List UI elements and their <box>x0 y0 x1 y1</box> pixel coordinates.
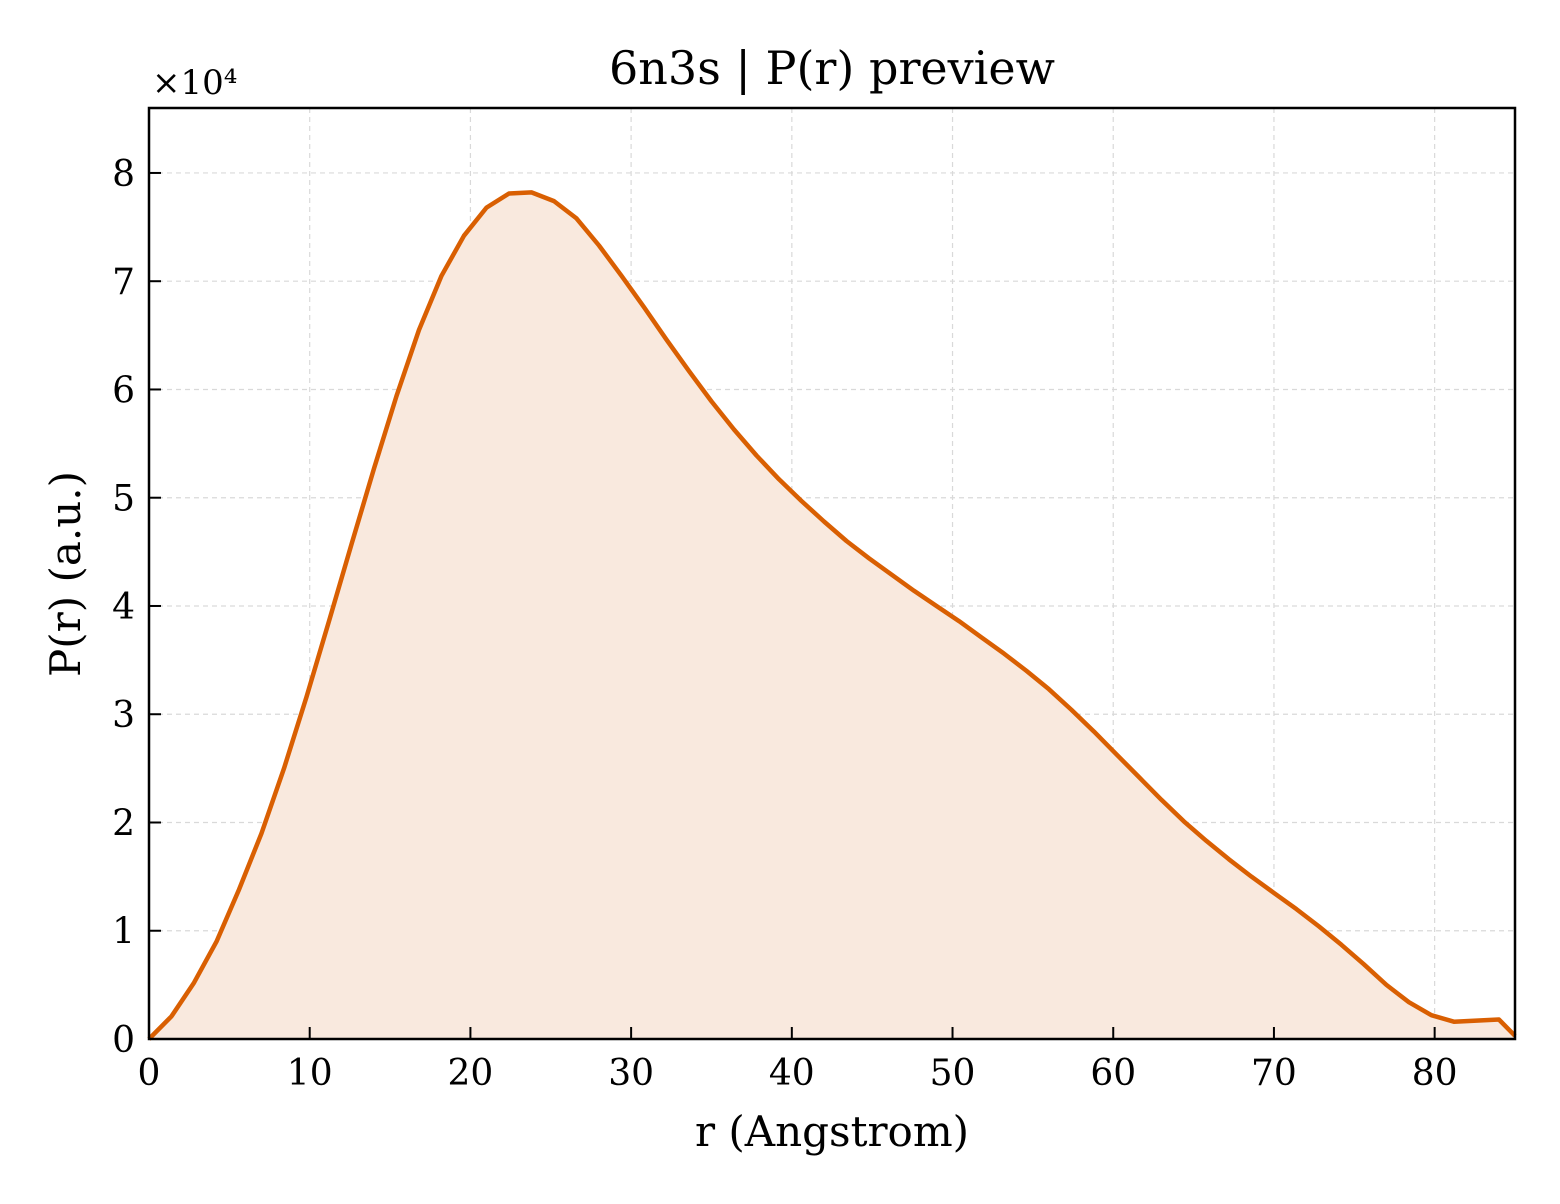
x-tick-label: 20 <box>448 1053 494 1094</box>
x-tick-label: 50 <box>930 1053 976 1094</box>
y-tick-label: 0 <box>112 1020 135 1061</box>
plot-frame <box>147 106 1517 1041</box>
area-fill <box>149 192 1515 1039</box>
x-axis-ticks: 0 10 20 30 40 50 60 70 80 <box>138 1027 1458 1094</box>
x-tick-label: 0 <box>138 1053 161 1094</box>
chart-title: 6n3s | P(r) preview <box>609 41 1055 95</box>
x-axis-label: r (Angstrom) <box>695 1107 969 1156</box>
y-tick-label: 6 <box>112 370 135 411</box>
y-tick-label: 2 <box>112 803 135 844</box>
y-tick-label: 1 <box>112 912 135 953</box>
x-tick-label: 70 <box>1251 1053 1297 1094</box>
y-tick-label: 3 <box>112 695 135 736</box>
x-tick-label: 30 <box>608 1053 654 1094</box>
y-tick-label: 7 <box>112 262 135 303</box>
y-tick-label: 4 <box>112 587 135 628</box>
y-axis-ticks: 0 1 2 3 4 5 6 7 8 <box>112 154 161 1061</box>
series-line <box>147 190 1517 1041</box>
x-tick-label: 80 <box>1412 1053 1458 1094</box>
x-tick-label: 40 <box>769 1053 815 1094</box>
y-axis-label: P(r) (a.u.) <box>41 471 90 677</box>
y-axis-multiplier-label: ×10⁴ <box>152 63 237 103</box>
x-tick-label: 60 <box>1090 1053 1136 1094</box>
x-tick-label: 10 <box>287 1053 333 1094</box>
y-tick-label: 5 <box>112 479 135 520</box>
y-tick-label: 8 <box>112 154 135 195</box>
